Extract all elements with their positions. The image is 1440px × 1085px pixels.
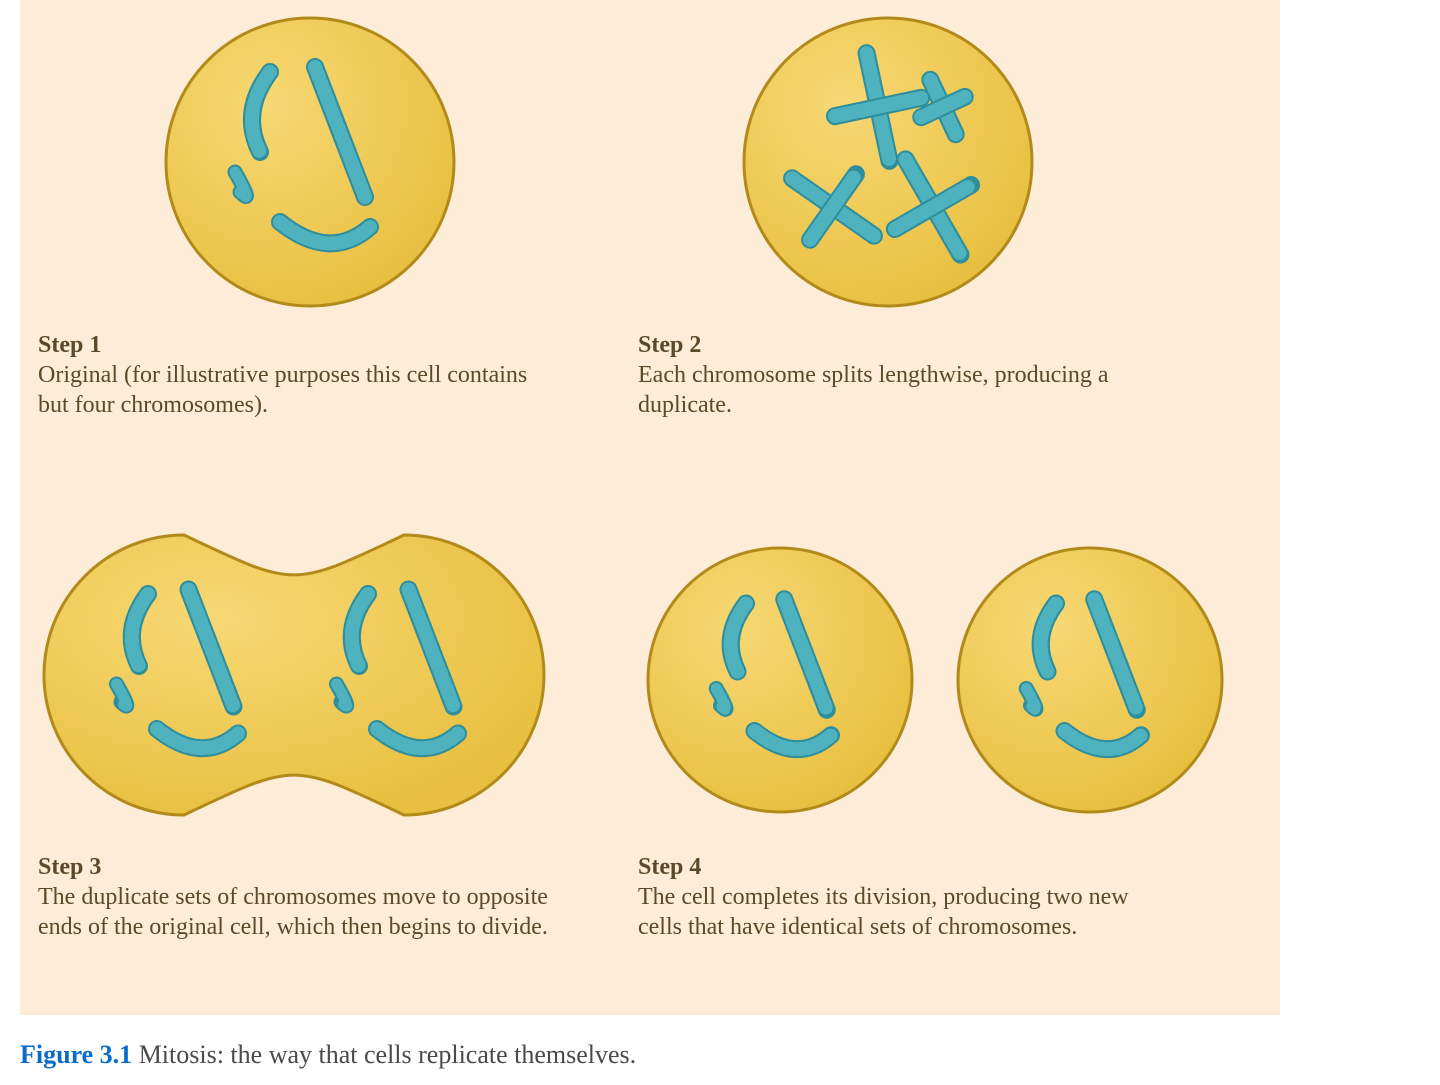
figure-number: Figure 3.1 [20, 1040, 132, 1069]
diagram-panel: Step 1Original (for illustrative purpose… [20, 0, 1280, 1015]
step-2-description: Each chromosome splits lengthwise, produ… [638, 360, 1158, 420]
step-2-cell-illustration [738, 12, 1038, 312]
page: Step 1Original (for illustrative purpose… [0, 0, 1440, 1085]
step-2-title: Step 2 [638, 332, 701, 358]
step-1-caption: Step 1Original (for illustrative purpose… [38, 330, 558, 420]
step-1-title: Step 1 [38, 332, 101, 358]
step-1-description: Original (for illustrative purposes this… [38, 360, 558, 420]
step-1-cell-illustration [160, 12, 460, 312]
step-4-description: The cell completes its division, produci… [638, 882, 1158, 942]
step-3-caption: Step 3The duplicate sets of chromosomes … [38, 852, 558, 942]
step-2-caption: Step 2Each chromosome splits lengthwise,… [638, 330, 1158, 420]
step-grid: Step 1Original (for illustrative purpose… [20, 0, 1280, 1015]
step-3-cell-illustration [34, 525, 554, 825]
step-4-cell-illustration [640, 540, 1230, 820]
figure-caption: Figure 3.1 Mitosis: the way that cells r… [20, 1040, 636, 1070]
step-3-description: The duplicate sets of chromosomes move t… [38, 882, 558, 942]
step-3-title: Step 3 [38, 854, 101, 880]
step-4-title: Step 4 [638, 854, 701, 880]
step-4-caption: Step 4The cell completes its division, p… [638, 852, 1158, 942]
figure-text: Mitosis: the way that cells replicate th… [139, 1040, 636, 1069]
